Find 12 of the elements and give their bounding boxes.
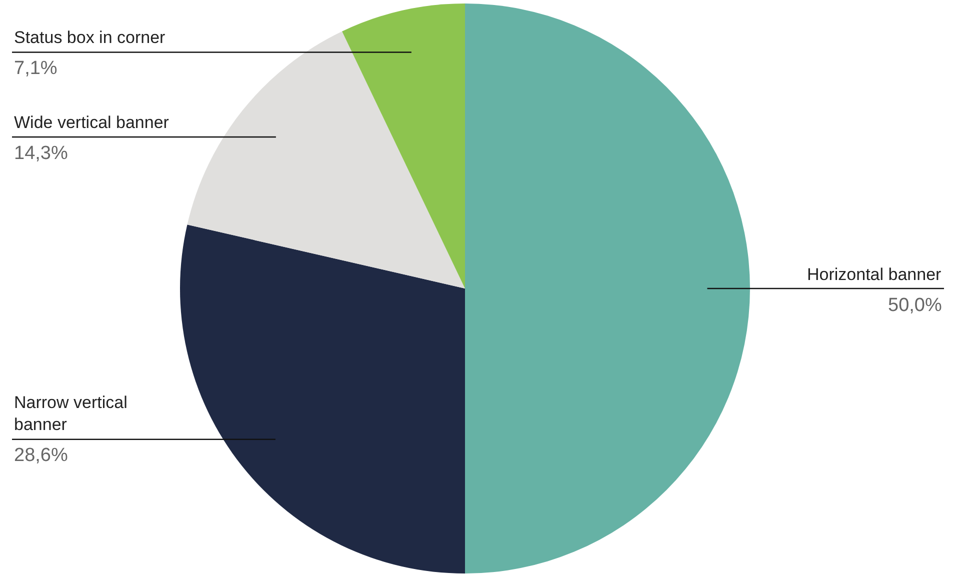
data-label: 28,6%	[14, 445, 68, 466]
pie-slice	[187, 31, 465, 288]
data-label: 7,1%	[14, 58, 58, 79]
slice-label: Horizontal banner	[807, 265, 942, 284]
slice-label: Status box in corner	[14, 28, 166, 47]
slice-label: Narrow vertical banner	[14, 393, 128, 434]
slice-label: Wide vertical banner	[14, 113, 170, 132]
pie-slice	[180, 224, 465, 574]
data-label: 50,0%	[888, 295, 942, 316]
pie-slice	[342, 4, 465, 288]
data-label: 14,3%	[14, 143, 68, 164]
pie-slice	[465, 4, 750, 574]
